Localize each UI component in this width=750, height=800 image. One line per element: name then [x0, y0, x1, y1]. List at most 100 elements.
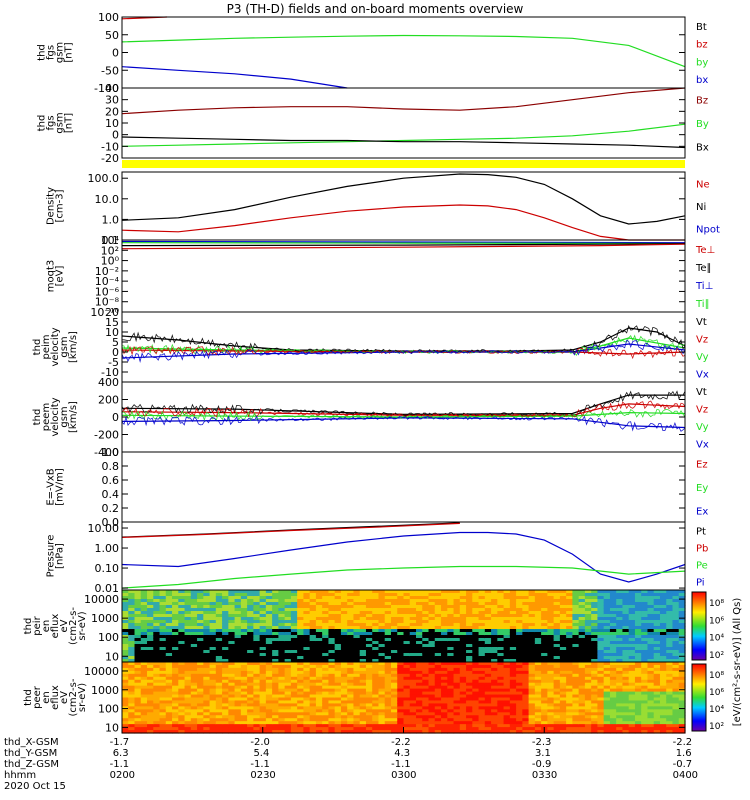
y-tick-label: 1000 [91, 684, 119, 697]
y-tick-label: 10000 [84, 665, 119, 678]
x-row-value: -2.3 [531, 737, 552, 748]
colorbar: 10⁸ 10⁶ 10⁴ 10² [691, 663, 724, 732]
series-line [121, 394, 685, 416]
y-tick-label: 10 [105, 117, 119, 130]
y-axis-label: peim [41, 334, 52, 359]
legend-entry: Npot [696, 225, 720, 236]
colorbar: 10⁸ 10⁶ 10⁴ 10² [691, 591, 724, 661]
y-axis-label: velocity [50, 327, 61, 366]
legend-entry: Pi [696, 578, 705, 589]
panel-efield: 0.00.20.40.60.81.0 E=-VxB[mV/m] Ez Ey Ex [46, 446, 709, 529]
legend-entry: Vx [696, 369, 709, 380]
spectrogram-cells [122, 590, 686, 663]
y-axis-label: gsm [59, 336, 70, 357]
panel-peir-spectrogram: 10 100 1000 10000 thdpeirenefluxeV(cm2-s-sr-… [23, 589, 686, 663]
y-axis-label: en [41, 620, 52, 633]
y-tick-label: 10 [105, 326, 119, 339]
panel-frame [121, 239, 686, 313]
y-tick-label: 1000 [91, 612, 119, 625]
y-axis-label: thd [23, 618, 34, 635]
x-row-value: 0230 [250, 770, 276, 781]
series-line [121, 243, 686, 250]
y-tick-label: 400 [98, 376, 119, 389]
x-row-label: thd_Y-GSM [4, 748, 58, 759]
y-tick-label: 1.0 [102, 446, 120, 459]
legend-entry: By [696, 119, 709, 130]
colorbar-label: 10⁸ [709, 671, 724, 681]
legend-entry: Vz [696, 334, 708, 345]
y-tick-label: 1.0 [102, 213, 120, 226]
legend-entry: bz [696, 40, 708, 51]
y-tick-label: 10.0 [95, 193, 120, 206]
y-axis-label: eflux [50, 614, 61, 639]
y-axis-label: peer [32, 685, 43, 709]
y-tick-label: 0.01 [95, 582, 120, 595]
legend-entry: Vt [696, 387, 707, 398]
x-row-label: thd_X-GSM [4, 737, 59, 748]
x-row-value: -0.9 [531, 759, 552, 770]
y-axis-label: [nT] [64, 113, 75, 133]
y-tick-label: 10.00 [88, 522, 120, 535]
panel-density: 0.1 1.0 10.0 100.0 Density[cm-3] Ne Ni Npot [46, 171, 720, 247]
y-tick-label: -50 [101, 64, 119, 77]
y-axis-label: eV [59, 691, 70, 704]
colorbar-label: 10² [709, 651, 724, 661]
series-line [121, 136, 686, 149]
panel-frame [121, 16, 686, 89]
y-axis-label: Pressure [46, 535, 57, 578]
legend-entry: Vx [696, 439, 709, 450]
legend-entry: Vt [696, 317, 707, 328]
x-row-value: 0330 [531, 770, 558, 781]
series-line [121, 173, 686, 225]
y-tick-label: 10⁻⁴ [95, 275, 120, 288]
y-axis-label: [eV] [55, 266, 66, 287]
y-tick-label: 20 [105, 105, 119, 118]
x-row-value: 0300 [391, 770, 417, 781]
series-noise [121, 415, 686, 432]
y-axis-label: thd [37, 44, 48, 61]
x-row-value: 0400 [672, 770, 699, 781]
y-tick-label: 0 [112, 129, 119, 142]
y-tick-label: 15 [105, 316, 119, 329]
date-label: 2020 Oct 15 [4, 781, 66, 792]
y-axis-label: [cm-3] [55, 189, 66, 222]
y-axis-label: [nPa] [55, 543, 66, 569]
x-row-value: -1.7 [109, 737, 130, 748]
y-tick-label: 40 [105, 82, 119, 95]
y-tick-label: 0.8 [102, 460, 120, 473]
y-axis-label: gsm [59, 406, 70, 427]
series-line [121, 565, 686, 589]
y-tick-label: 10⁻¹⁰ [90, 306, 119, 319]
y-axis-label: sr-eV) [77, 611, 88, 640]
series-noise [121, 339, 686, 363]
y-axis-label: fgs [46, 45, 57, 60]
x-row-value: 0200 [109, 770, 136, 781]
y-axis-label: thd [32, 409, 43, 426]
y-tick-label: 0.10 [95, 562, 120, 575]
y-tick-label: 10000 [84, 593, 119, 606]
x-row-value: 5.4 [253, 748, 270, 759]
y-axis-label: thd [37, 115, 48, 132]
y-tick-label: 0.2 [102, 502, 120, 515]
legend-entry: Vz [696, 404, 708, 415]
y-axis-label: peem [41, 403, 52, 431]
y-axis-label: sr-eV) [77, 683, 88, 712]
series-line [121, 243, 686, 247]
legend-entry: Pb [696, 544, 708, 555]
y-axis-label: gsm [55, 112, 66, 133]
y-axis-label: thd [23, 689, 34, 706]
legend-entry: Ti∥ [695, 299, 710, 310]
legend-entry: Te∥ [695, 263, 712, 274]
x-row-label: hhmm [4, 770, 37, 781]
series-noise [121, 390, 686, 417]
x-row-value: 4.3 [394, 748, 411, 759]
y-tick-label: 10⁻⁸ [95, 296, 120, 309]
y-axis-label: [nT] [64, 42, 75, 62]
y-tick-label: 50 [105, 29, 119, 42]
y-axis-label: [km/s] [68, 401, 79, 433]
y-axis-label: velocity [50, 397, 61, 436]
y-tick-label: 10² [101, 244, 119, 257]
panel-frame [121, 87, 686, 159]
